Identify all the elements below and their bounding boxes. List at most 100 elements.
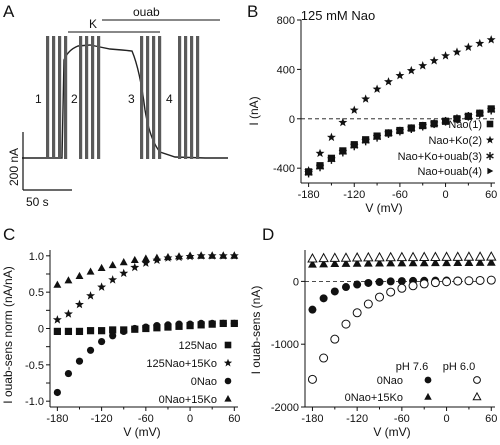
panel-c-point-s1 (98, 327, 106, 335)
legend-d-header-ph76: pH 7.6 (396, 361, 428, 373)
panel-c-point-s2 (119, 268, 129, 277)
panel-d-point-s2 (307, 374, 317, 384)
panel-d-point-s2 (375, 292, 385, 302)
panel-d-point-s1 (364, 278, 373, 287)
panel-d-y-tick-label: 0 (293, 276, 299, 288)
panel-b-point-s2 (395, 70, 405, 80)
panel-c-point-s4 (108, 260, 117, 269)
panel-d-point-s2 (464, 276, 474, 286)
panel-b-title: 125 mM Nao (301, 8, 375, 23)
panel-b-x-tick-label: 60 (485, 189, 497, 201)
panel-d-y-tick-label: -1000 (271, 339, 299, 351)
panel-c-point-s4 (86, 267, 95, 275)
panel-c-point-s3 (98, 337, 106, 346)
step-bar-2-4 (97, 36, 101, 159)
panel-c-y-tick-label: 0.5 (29, 287, 44, 299)
panel-c-point-s1 (64, 327, 73, 336)
step-bar-1-2 (52, 36, 56, 159)
panel-b-point-s2 (406, 65, 416, 75)
step-bar-4-2 (184, 36, 188, 159)
panel-d-point-s2 (363, 299, 373, 309)
legend-b: Nao(1) Nao+Ko(2) Nao+Ko+ouab(3) Nao+ouab(4) (398, 119, 495, 178)
panel-b-point-s4 (442, 117, 450, 125)
panel-c-point-s4 (186, 251, 195, 259)
panel-c-point-s2 (130, 262, 140, 272)
panel-d-point-s4 (318, 252, 329, 263)
panel-c-point-s2 (64, 309, 73, 318)
panel-b-point-s2 (486, 35, 496, 44)
legend-c: 125Nao 125Nao+15Ko 0Nao 0Nao+15Ko (146, 340, 233, 406)
panel-b-point-s4 (305, 168, 313, 176)
panel-d-point-s4 (463, 251, 475, 261)
legend-b-entry: Nao+Ko(2) (428, 135, 482, 147)
panel-c-point-s2 (108, 275, 118, 284)
panel-c-point-s3 (208, 319, 216, 328)
panel-d-point-s1 (330, 287, 339, 296)
step-bar-2-3 (91, 36, 95, 159)
step-bar-1-4 (64, 36, 68, 159)
period-label-3: 3 (128, 92, 135, 106)
panel-d-point-s4 (396, 251, 408, 262)
panel-c-x-tick-label: -180 (46, 413, 68, 425)
voltage-step-bars (46, 36, 200, 159)
panel-d-point-s3 (330, 259, 340, 268)
panel-b-point-s4 (317, 162, 324, 170)
panel-b-point-s2 (475, 38, 485, 48)
panel-c-point-s3 (219, 319, 227, 328)
panel-d-point-s4 (474, 251, 486, 261)
step-bar-3-4 (158, 36, 162, 159)
panel-d-point-s2 (453, 276, 463, 286)
panel-c-x-tick-label: -120 (91, 413, 113, 425)
period-label-1: 1 (35, 92, 42, 106)
panel-d-point-s2 (330, 334, 340, 344)
panel-c-y-tick-label: 0 (38, 324, 44, 336)
panel-c-point-s4 (164, 252, 172, 261)
panel-c-point-s3 (175, 320, 183, 328)
time-scale-label: 50 s (26, 195, 49, 209)
panel-d-point-s4 (486, 251, 497, 261)
panel-d-point-s1 (375, 278, 384, 287)
panel-c-point-s2 (75, 299, 84, 309)
panel-b-point-s4 (408, 124, 415, 132)
panel-c-label: C (3, 225, 15, 244)
legend-d-marker-ph76 (424, 376, 432, 384)
panel-b-y-tick-label: 0 (289, 114, 295, 126)
panel-c-point-s4 (219, 251, 228, 259)
k-label: K (89, 17, 97, 31)
panel-d-point-s1 (386, 277, 395, 286)
legend-b-marker (485, 135, 495, 144)
panel-b-point-s4 (419, 121, 427, 130)
panel-b-point-s4 (385, 129, 393, 137)
panel-c-point-s3 (186, 320, 194, 328)
panel-d-point-s4 (407, 251, 419, 262)
panel-c-point-s3 (109, 332, 117, 340)
panel-d-point-s2 (341, 319, 351, 329)
panel-c-point-s4 (119, 258, 128, 266)
panel-b-y-tick-label: -400 (273, 163, 295, 175)
panel-a: A K ouab 1 2 3 4 200 nA 50 s (3, 2, 228, 209)
panel-b-x-tick-label: -180 (298, 189, 320, 201)
panel-b-ylabel: I (nA) (247, 96, 261, 125)
panel-d-point-s3 (475, 257, 485, 266)
panel-c-point-s2 (97, 282, 107, 291)
panel-b-point-s4 (339, 147, 347, 155)
panel-d-point-s4 (374, 251, 385, 262)
panel-c-point-s3 (64, 369, 73, 378)
panel-b-point-s2 (327, 132, 336, 142)
panel-b-point-s4 (351, 141, 358, 149)
panel-d-point-s1 (319, 294, 328, 303)
panel-d-y-tick-label: -2000 (271, 402, 299, 414)
legend-b-entry: Nao+Ko+ouab(3) (398, 151, 482, 163)
panel-d-point-s4 (441, 251, 452, 261)
panel-c-point-s3 (86, 346, 95, 354)
panel-b-point-s2 (463, 42, 473, 51)
panel-c-point-s4 (97, 263, 106, 272)
legend-b-entry: Nao+ouab(4) (417, 166, 482, 178)
panel-c-point-s2 (141, 258, 151, 267)
panel-a-label: A (3, 2, 15, 21)
panel-d-point-s1 (397, 277, 406, 286)
panel-d-point-s3 (363, 258, 373, 267)
panel-d-point-s3 (397, 258, 407, 267)
panel-b-point-s2 (384, 77, 393, 86)
